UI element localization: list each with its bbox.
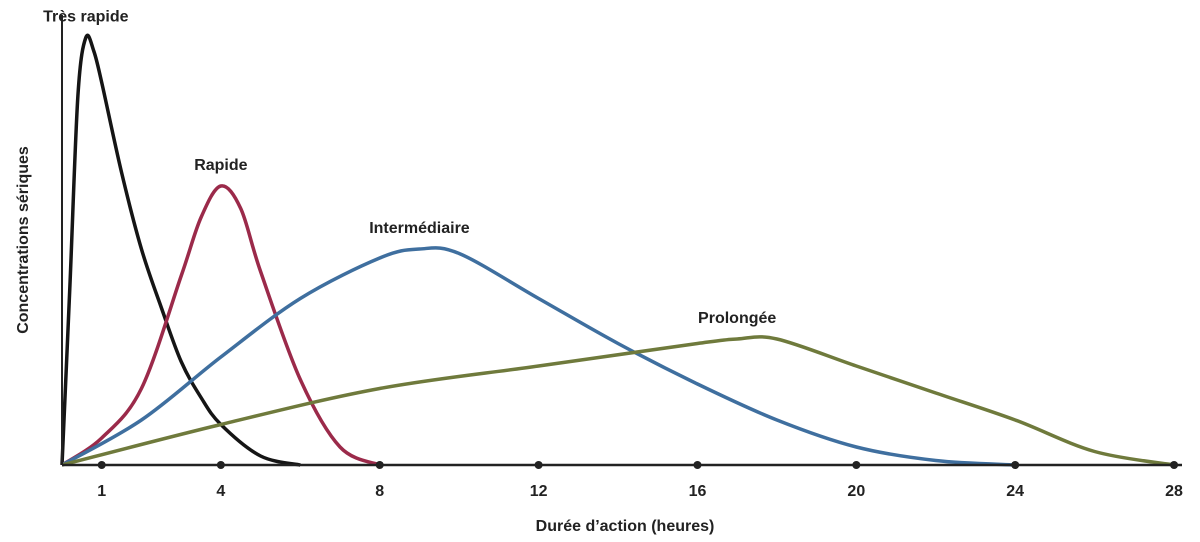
series-label: Intermédiaire	[369, 220, 470, 237]
series-line	[61, 246, 1016, 467]
x-tick-label: 28	[1165, 483, 1183, 500]
series-line	[61, 184, 381, 467]
x-tick	[216, 461, 225, 469]
x-axis-label: Durée d’action (heures)	[536, 518, 715, 535]
x-tick-label: 1	[97, 483, 106, 500]
x-tick-label: 12	[530, 483, 548, 500]
x-tick-label: 16	[689, 483, 707, 500]
x-tick	[375, 461, 384, 469]
series-line	[60, 33, 301, 467]
x-tick-label: 24	[1006, 483, 1024, 500]
x-tick	[97, 461, 106, 469]
x-tick-label: 4	[216, 483, 225, 500]
x-tick-label: 8	[375, 483, 384, 500]
y-axis-label: Concentrations sériques	[15, 146, 32, 334]
x-tick	[534, 461, 543, 469]
x-tick	[1170, 461, 1179, 469]
x-tick-label: 20	[847, 483, 865, 500]
series-label: Rapide	[194, 157, 247, 174]
x-tick	[693, 461, 702, 469]
x-tick	[852, 461, 861, 469]
series-label: Très rapide	[43, 9, 128, 26]
series-line	[61, 335, 1175, 467]
series-label: Prolongée	[698, 310, 776, 327]
x-tick	[1011, 461, 1020, 469]
